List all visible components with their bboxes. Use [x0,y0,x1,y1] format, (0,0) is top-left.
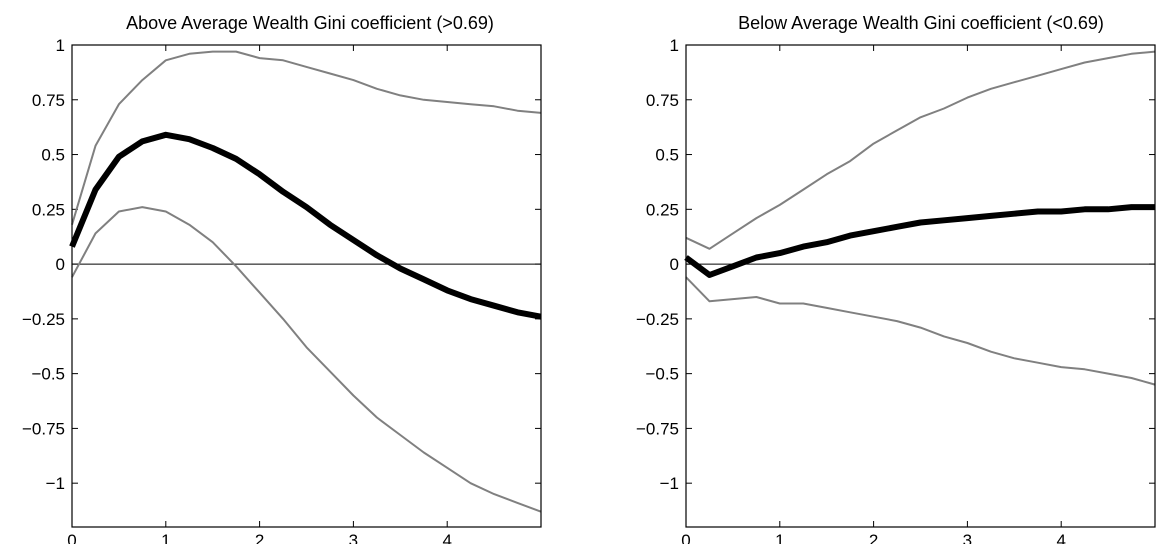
x-tick-label: 3 [349,531,358,544]
y-tick-label: −0.25 [636,310,679,329]
x-tick-label: 3 [963,531,972,544]
upper-band-line [685,50,1156,250]
y-tick-label: −0.5 [645,365,679,384]
upper-band-line [71,50,542,225]
y-tick-label: 0.75 [32,91,65,110]
y-tick-label: 0.25 [646,200,679,219]
y-tick-label: 0 [56,255,65,274]
y-tick-label: 0 [670,255,679,274]
x-axis: 0 1 2 3 4 [681,45,1066,544]
x-tick-label: 1 [161,531,170,544]
series-group [69,50,542,513]
chart-below-average: Below Average Wealth Gini coefficient (<… [636,13,1156,544]
x-tick-label: 0 [681,531,690,544]
y-axis: 1 0.75 0.5 0.25 0 −0.25 −0.5 −0.75 −1 [22,36,541,493]
x-tick-label: 1 [775,531,784,544]
lower-band-line [71,206,542,513]
plot-frame [71,44,542,528]
y-tick-label: −0.25 [22,310,65,329]
y-tick-label: 1 [56,36,65,55]
chart-above-average: Above Average Wealth Gini coefficient (>… [22,13,542,544]
series-group [684,50,1156,386]
y-tick-label: 0.25 [32,200,65,219]
chart-title: Below Average Wealth Gini coefficient (<… [738,13,1104,33]
y-tick-label: −1 [46,474,65,493]
lower-band-line [685,276,1156,386]
estimate-line [69,131,542,320]
x-tick-label: 4 [442,531,451,544]
chart-title: Above Average Wealth Gini coefficient (>… [126,13,494,33]
y-tick-label: 1 [670,36,679,55]
x-tick-label: 2 [255,531,264,544]
y-tick-label: 0.75 [646,91,679,110]
x-tick-label: 2 [869,531,878,544]
x-axis: 0 1 2 3 4 [67,45,452,544]
y-axis: 1 0.75 0.5 0.25 0 −0.25 −0.5 −0.75 −1 [636,36,1155,493]
x-tick-label: 0 [67,531,76,544]
y-tick-label: −0.5 [31,365,65,384]
y-tick-label: 0.5 [41,146,65,165]
y-tick-label: −1 [660,474,679,493]
estimate-line [684,204,1155,278]
y-tick-label: 0.5 [655,146,679,165]
x-tick-label: 4 [1056,531,1065,544]
plot-frame [685,44,1156,528]
y-tick-label: −0.75 [636,419,679,438]
y-tick-label: −0.75 [22,419,65,438]
